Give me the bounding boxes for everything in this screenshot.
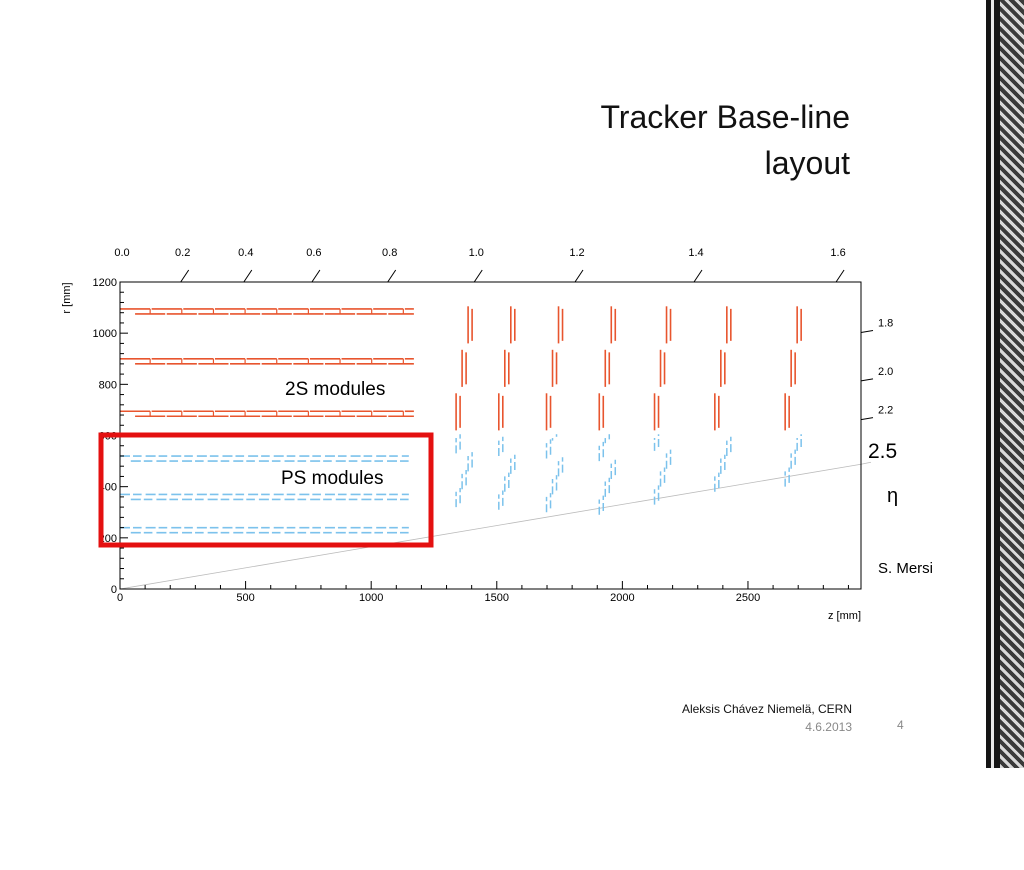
- slide-side-rule: [991, 0, 994, 768]
- eta-tick-label: 1.0: [469, 247, 484, 259]
- label-2s-modules: 2S modules: [285, 379, 385, 400]
- eta-tick-label: 0.4: [238, 247, 253, 259]
- eta-tick: [860, 378, 874, 382]
- credit-label: S. Mersi: [878, 560, 933, 577]
- y-tick-label: 0: [111, 584, 117, 596]
- x-tick-label: 1500: [485, 592, 509, 604]
- eta-boundary-line: [119, 463, 862, 590]
- eta-tick-label: 2.0: [878, 366, 893, 378]
- slide-title-line1: Tracker Base-line: [600, 99, 850, 135]
- x-tick-label: 0: [117, 592, 123, 604]
- eta-tick-label: 0.0: [114, 247, 129, 259]
- footer-date: 4.6.2013: [805, 720, 852, 734]
- slide-title: Tracker Base-line layout: [600, 94, 850, 186]
- eta-tick-label: 1.4: [688, 247, 703, 259]
- x-tick-label: 2000: [610, 592, 634, 604]
- eta-boundary-line-ext: [860, 461, 872, 465]
- eta-tick-label: 0.8: [382, 247, 397, 259]
- endcap-disks: [455, 306, 802, 515]
- eta-tick-label: 1.2: [569, 247, 584, 259]
- x-tick-label: 500: [236, 592, 254, 604]
- y-tick-label: 1000: [93, 328, 117, 340]
- eta-tick-label: 2.2: [878, 405, 893, 417]
- y-axis-label: r [mm]: [61, 282, 73, 313]
- eta-tick: [835, 269, 845, 283]
- eta-tick: [243, 269, 253, 283]
- eta-lines: [119, 461, 872, 590]
- page-number: 4: [897, 718, 904, 732]
- y-tick-label: 800: [99, 379, 117, 391]
- eta-symbol: η: [887, 485, 898, 507]
- slide-title-line2: layout: [764, 145, 850, 181]
- footer-author: Aleksis Chávez Niemelä, CERN: [681, 702, 852, 716]
- barrel-layers: [120, 308, 414, 534]
- ps-modules-highlight-box: [98, 432, 434, 548]
- eta-boundary-value: 2.5: [868, 440, 897, 463]
- eta-scale: 0.0 0.2 0.4 0.6 0.8 1.0 1.2 1.4 1.6 1.8 2.0 2.2: [114, 247, 893, 421]
- eta-tick-label: 0.6: [306, 247, 321, 259]
- eta-tick: [574, 269, 584, 283]
- tracker-layout-diagram: 0 500 1000 1500 2000 250002004006008001000120…: [61, 247, 933, 622]
- axes: 0 500 1000 1500 2000 250002004006008001000120…: [93, 277, 849, 604]
- eta-tick-label: 1.8: [878, 317, 893, 329]
- eta-tick: [180, 269, 190, 283]
- eta-tick-label: 1.6: [830, 247, 845, 259]
- eta-tick: [860, 329, 874, 333]
- x-tick-label: 1000: [359, 592, 383, 604]
- label-ps-modules: PS modules: [281, 468, 383, 489]
- eta-tick: [860, 417, 874, 421]
- eta-tick: [693, 269, 703, 283]
- x-tick-label: 2500: [736, 592, 760, 604]
- eta-tick: [387, 269, 397, 283]
- x-axis-label: z [mm]: [828, 610, 861, 622]
- slide-side-pattern: [1000, 0, 1024, 768]
- eta-tick: [311, 269, 321, 283]
- y-tick-label: 1200: [93, 277, 117, 289]
- eta-tick: [473, 269, 483, 283]
- eta-tick-label: 0.2: [175, 247, 190, 259]
